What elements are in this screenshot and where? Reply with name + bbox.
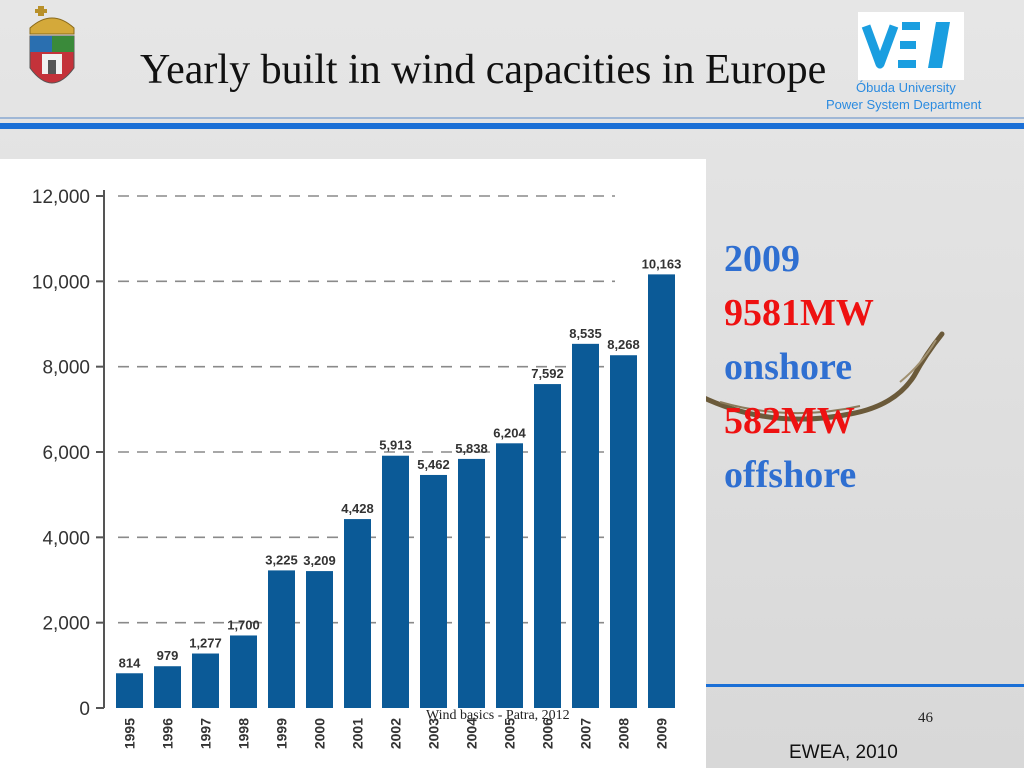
bar-value-label: 6,204 [493,425,526,440]
footer-caption: Wind basics - Patra, 2012 [426,708,570,723]
y-tick-label: 6,000 [42,443,90,464]
logo-department-text: Power System Department [826,97,982,112]
bar-value-label: 3,209 [303,553,336,568]
info-line-4: offshore [724,454,857,496]
bar-value-label: 10,163 [642,256,682,271]
bar [648,274,675,708]
slide-title: Yearly built in wind capacities in Europ… [140,47,827,93]
y-tick-label: 4,000 [42,528,90,549]
info-line-3: 582MW [724,400,855,442]
bar [534,384,561,708]
obuda-university-logo [858,12,964,80]
bar-value-label: 4,428 [341,501,374,516]
y-tick-label: 2,000 [42,614,90,635]
x-tick-label: 2006 [540,718,556,749]
bar [268,570,295,708]
header-divider-thin [0,117,1024,119]
bar-value-label: 979 [157,648,179,663]
bar-value-label: 1,700 [227,617,260,632]
bar [154,666,181,708]
info-line-2: onshore [724,346,853,388]
bar-value-label: 1,277 [189,636,222,651]
logo-university-text: Óbuda University [856,80,956,95]
page-number: 46 [918,710,933,726]
bar-value-label: 814 [119,655,141,670]
info-line-0: 2009 [724,238,800,280]
x-tick-label: 2003 [426,718,442,749]
bar [230,635,257,708]
x-tick-label: 1997 [198,718,214,749]
x-tick-label: 1999 [274,718,290,749]
footer-divider [706,684,1024,687]
wind-capacity-bar-chart: 0 2,000 4,000 6,000 8,000 10,000 12,000 814 1995… [32,187,682,749]
bar-value-label: 7,592 [531,366,564,381]
x-tick-label: 2002 [388,718,404,749]
bar [344,519,371,708]
x-tick-label: 1998 [236,718,252,749]
x-tick-label: 2007 [578,718,594,749]
x-tick-label: 1996 [160,718,176,749]
bar [382,455,409,708]
bar [610,355,637,708]
y-tick-label: 10,000 [32,272,90,293]
bar [420,474,447,708]
bar-value-label: 8,535 [569,326,602,341]
bar-value-label: 5,462 [417,457,450,472]
bar-value-label: 3,225 [265,552,298,567]
y-tick-label: 0 [79,699,90,720]
bar [572,343,599,708]
bar [192,653,219,708]
info-line-1: 9581MW [724,292,874,334]
x-tick-label: 2005 [502,718,518,749]
x-tick-label: 2001 [350,718,366,749]
rope-decoration-image [700,331,945,422]
bar [496,443,523,708]
bar [458,458,485,708]
x-tick-label: 2000 [312,718,328,749]
x-tick-label: 1995 [122,718,138,749]
university-crest-logo [29,6,75,84]
source-citation: EWEA, 2010 [789,742,898,763]
bar-value-label: 5,838 [455,441,488,456]
y-tick-label: 12,000 [32,187,90,208]
bar [116,673,143,708]
y-tick-label: 8,000 [42,358,90,379]
header-divider [0,123,1024,129]
x-tick-label: 2008 [616,718,632,749]
bar [306,571,333,708]
x-tick-label: 2009 [654,718,670,749]
bar-value-label: 8,268 [607,337,640,352]
bar-value-label: 5,913 [379,438,412,453]
x-tick-label: 2004 [464,718,480,749]
vei-logo-icon [861,22,950,69]
